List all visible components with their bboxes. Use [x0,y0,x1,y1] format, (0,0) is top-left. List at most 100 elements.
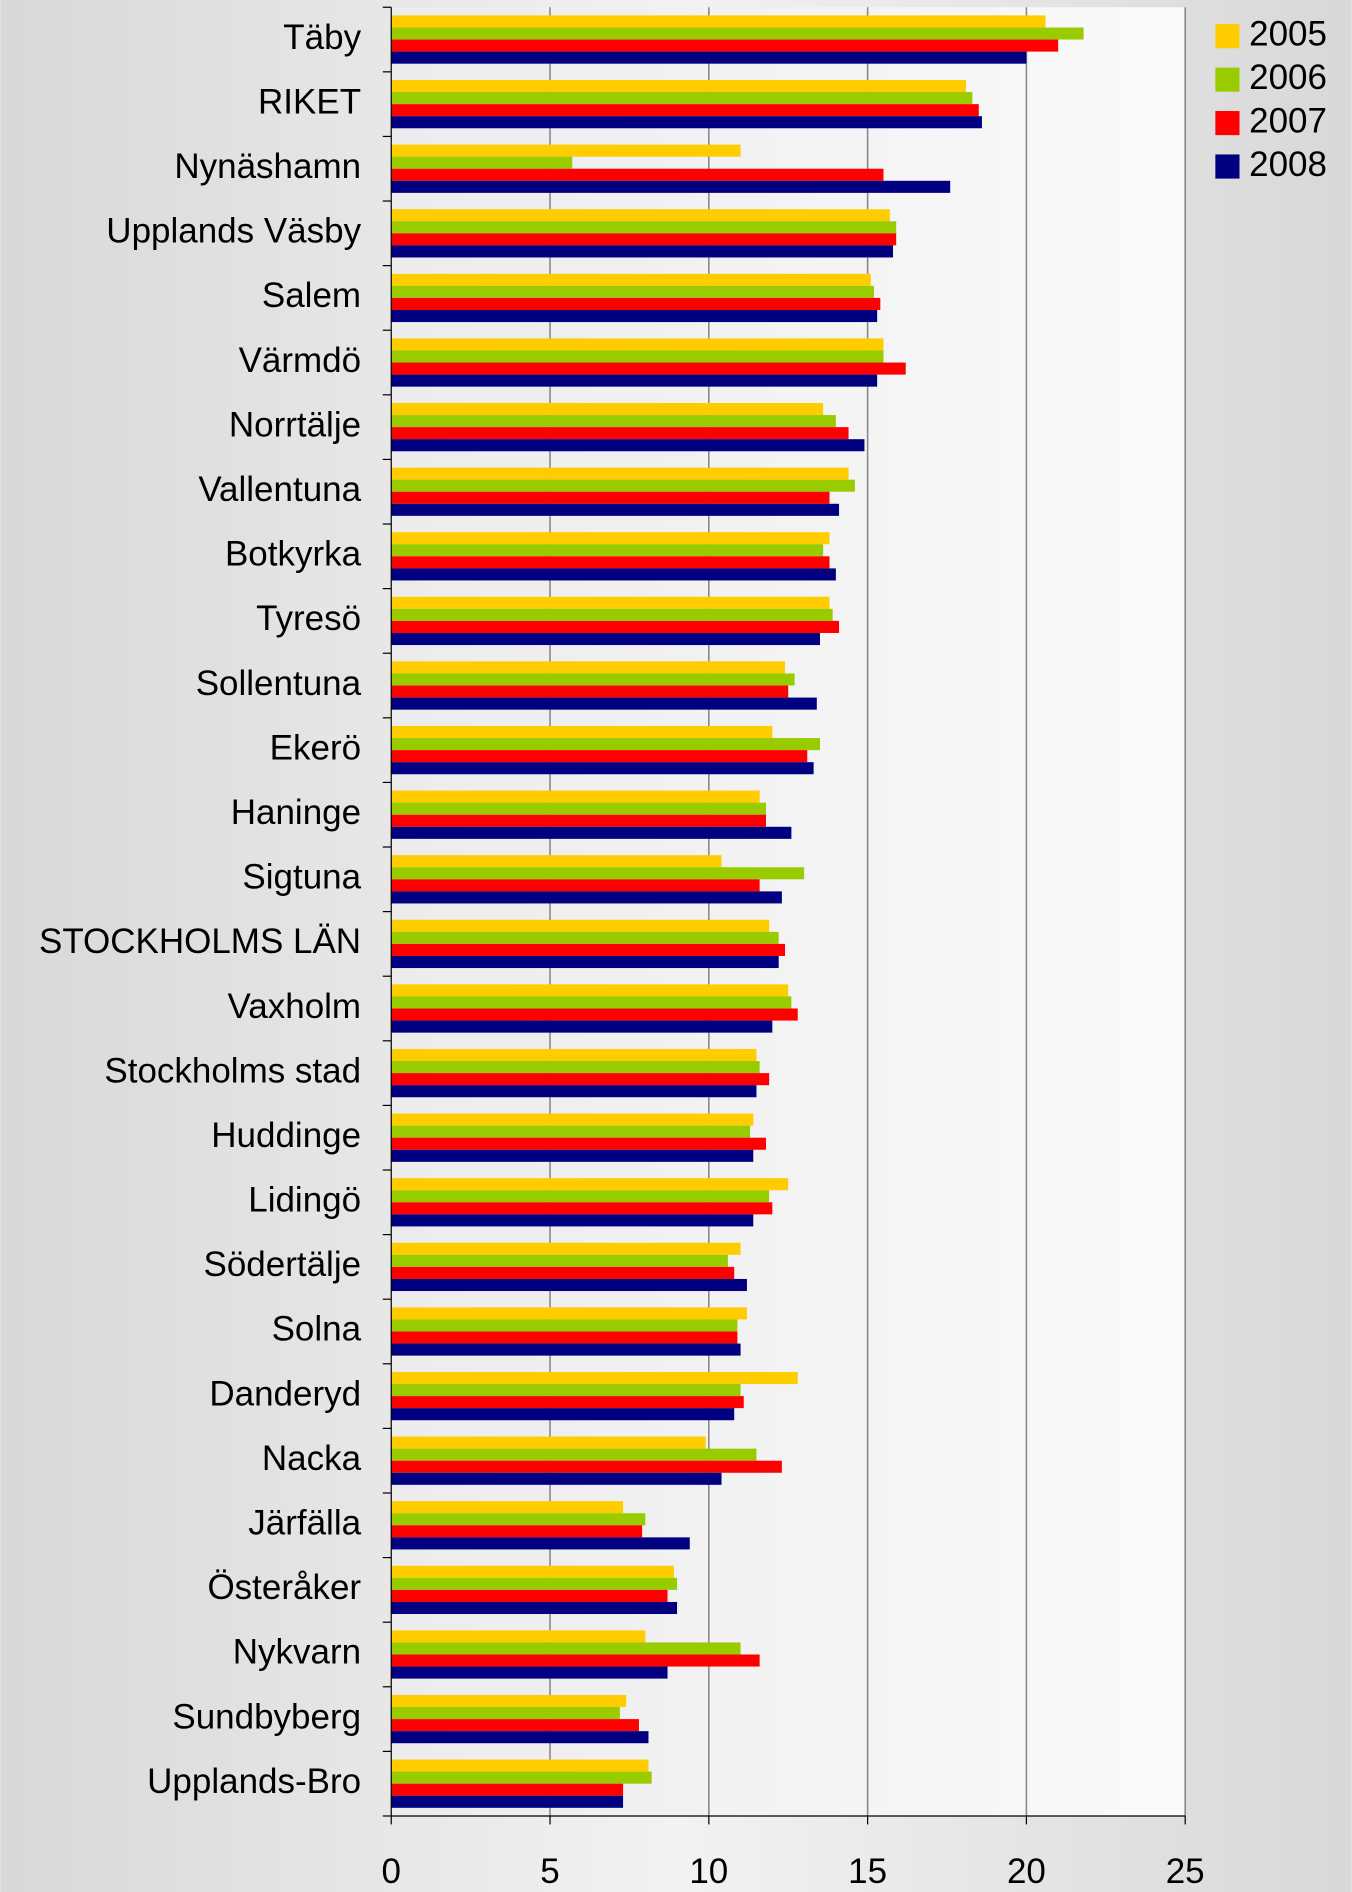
y-tick-label: Vaxholm [228,987,362,1026]
bar [391,221,897,234]
y-tick-label: Salem [262,276,361,315]
y-tick-label: Sundbyberg [172,1697,361,1736]
bar [391,1719,639,1732]
bar [391,1149,754,1162]
bar [391,168,884,181]
y-tick-label: Nynäshamn [174,147,361,186]
bar [391,608,833,621]
bar [391,685,789,698]
bar [391,1202,773,1215]
bar [391,1472,722,1485]
x-tick-label: 20 [1007,1852,1046,1891]
bar [391,814,766,827]
bar [391,180,951,193]
bar [391,1654,760,1667]
bar [391,1630,646,1643]
x-tick-label: 5 [540,1852,559,1891]
bar [391,415,836,428]
bar [391,245,894,258]
y-tick-label: Tyresö [256,599,361,638]
bar [391,919,770,932]
bar [391,1242,741,1255]
bar [391,273,871,286]
legend-swatch [1215,67,1240,92]
bar [391,1278,747,1292]
x-tick-label: 25 [1166,1852,1205,1891]
bar [391,568,836,581]
bar [391,1436,706,1449]
bar [391,1371,798,1385]
bar [391,1577,678,1590]
bar [391,891,782,904]
y-tick-label: Norrtälje [229,405,361,444]
bar [391,1694,627,1708]
bar [391,1795,624,1808]
y-tick-label: Sollentuna [196,664,362,703]
bar [391,673,795,686]
bar [391,1783,624,1796]
bar [391,1254,728,1267]
bar [391,362,906,375]
bar [391,491,830,504]
bar [391,632,820,646]
bar [391,233,897,246]
bar [391,1008,798,1021]
bar [391,1537,690,1550]
legend-label: 2006 [1249,58,1327,97]
y-tick-label: Nykvarn [233,1633,361,1672]
bar [391,1331,738,1344]
bar [391,1266,735,1279]
bar [391,1501,624,1514]
bar [391,104,979,117]
bar [391,1513,646,1526]
bar [391,1384,741,1397]
bar [391,1642,741,1655]
bar [391,1525,643,1538]
bar [391,1137,766,1150]
bar [391,1113,754,1126]
legend-label: 2007 [1249,101,1327,140]
bar [391,1396,744,1409]
bar [391,750,808,763]
bar [391,1589,668,1602]
bar [391,532,830,545]
bar [391,544,824,557]
y-tick-label: Vallentuna [198,470,361,509]
bar [391,790,760,803]
y-tick-label: Danderyd [209,1374,361,1413]
bar [391,855,722,868]
bar [391,209,890,222]
y-tick-label: RIKET [258,82,361,121]
bar [391,1771,652,1784]
legend-swatch [1215,24,1240,49]
bar [391,479,855,492]
bar [391,116,982,129]
bar [391,297,881,310]
bar [391,338,884,351]
bar [391,1759,649,1772]
bar [391,1666,668,1679]
y-tick-label: Upplands Väsby [106,212,361,251]
bar [391,15,1046,28]
x-tick-label: 15 [848,1852,887,1891]
bar [391,156,573,169]
bar [391,1707,620,1720]
bar [391,1214,754,1227]
legend-swatch [1215,111,1240,136]
y-tick-label: Österåker [207,1568,361,1607]
bar [391,1190,770,1203]
bar [391,1565,674,1578]
bar [391,467,849,480]
bar [391,1020,773,1033]
bar [391,738,820,751]
bar [391,931,779,944]
bar [391,1061,760,1074]
bar [391,802,766,815]
y-tick-label: Täby [283,18,361,57]
bar [391,503,840,516]
legend-label: 2008 [1249,145,1327,184]
y-tick-label: Sigtuna [242,858,361,897]
bar [391,1125,751,1138]
